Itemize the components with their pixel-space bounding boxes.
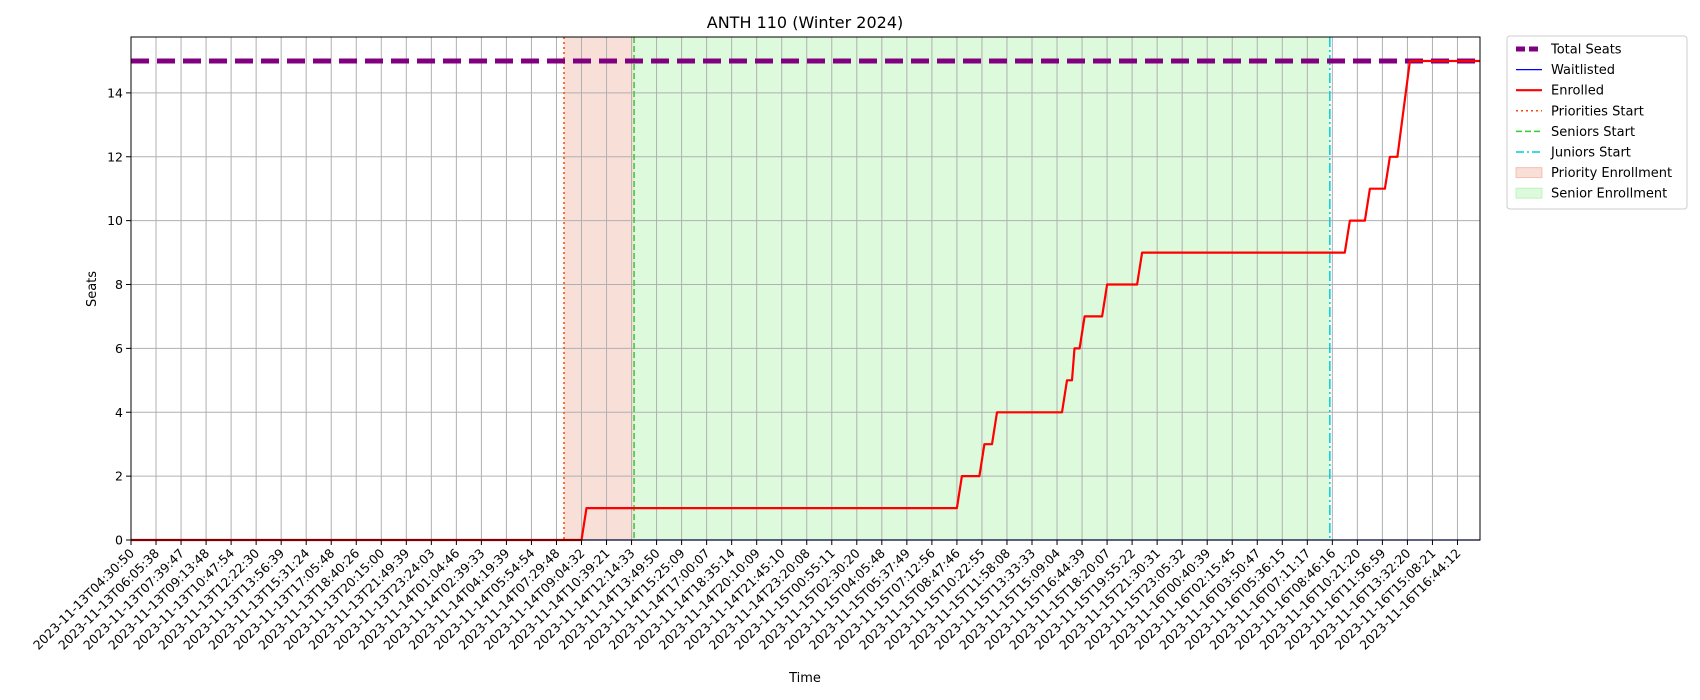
y-tick-label: 10: [107, 213, 123, 228]
legend-label: Waitlisted: [1551, 63, 1615, 78]
enrolled-series: [131, 59, 1480, 542]
plot-frame: [130, 36, 1481, 541]
x-axis-label: Time: [788, 671, 821, 686]
legend-item-seniors-start: Seniors Start: [1516, 125, 1635, 140]
legend-item-priority-enrollment: Priority Enrollment: [1515, 166, 1672, 181]
legend-item-senior-enrollment: Senior Enrollment: [1515, 187, 1667, 202]
legend-item-juniors-start: Juniors Start: [1516, 146, 1631, 161]
event-lines: [563, 37, 1331, 540]
legend-frame: [1506, 35, 1688, 210]
y-tick-label: 0: [115, 533, 123, 548]
shaded-regions: [563, 37, 1330, 540]
legend-item-priorities-start: Priorities Start: [1516, 104, 1644, 119]
legend-item-enrolled: Enrolled: [1516, 84, 1604, 99]
y-tick-label: 4: [115, 405, 123, 420]
legend-label: Priorities Start: [1551, 104, 1644, 119]
legend-label: Senior Enrollment: [1551, 187, 1667, 202]
y-axis-label: Seats: [85, 271, 100, 307]
x-axis-ticks: 2023-11-13T04:30:502023-11-13T06:05:3820…: [30, 540, 1464, 653]
chart-title: ANTH 110 (Winter 2024): [707, 13, 903, 32]
legend: Total Seats Waitlisted Enrolled Priorities …: [1506, 35, 1688, 210]
shaded-region-1: [563, 37, 635, 540]
y-tick-label: 12: [107, 149, 123, 164]
legend-label: Enrolled: [1551, 84, 1604, 99]
y-tick-label: 2: [115, 469, 123, 484]
legend-swatch: [1515, 167, 1543, 179]
legend-label: Total Seats: [1550, 43, 1622, 58]
y-tick-label: 14: [107, 85, 123, 100]
legend-label: Juniors Start: [1550, 146, 1631, 161]
y-tick-label: 8: [115, 277, 123, 292]
legend-item-waitlisted: Waitlisted: [1516, 63, 1615, 78]
legend-label: Priority Enrollment: [1551, 166, 1672, 181]
y-tick-label: 6: [115, 341, 123, 356]
legend-item-total-seats: Total Seats: [1516, 43, 1622, 58]
legend-label: Seniors Start: [1551, 125, 1635, 140]
y-axis-ticks: 0 2 4 6 8 10 12 14: [107, 85, 131, 548]
legend-swatch: [1515, 187, 1543, 199]
